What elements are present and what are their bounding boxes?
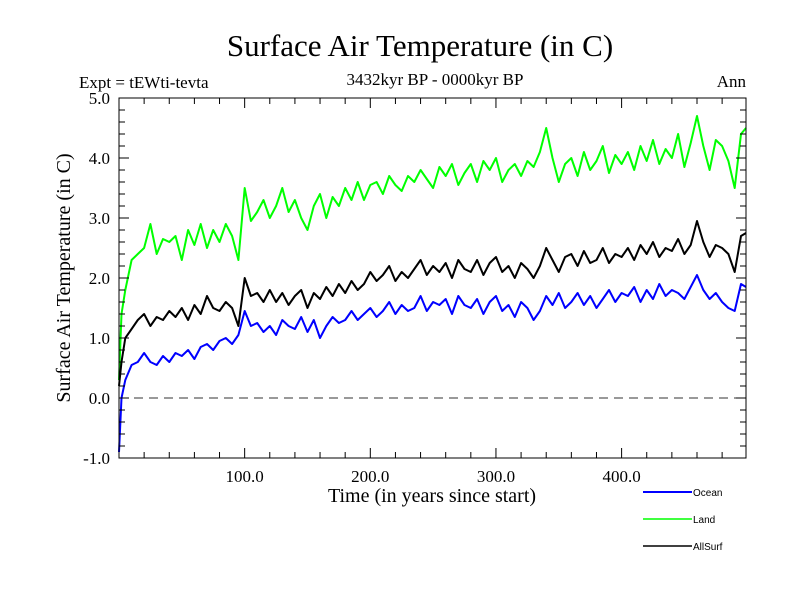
y-tick-label: 4.0 <box>89 149 110 168</box>
y-axis-label: Surface Air Temperature (in C) <box>53 153 75 402</box>
x-axis-label: Time (in years since start) <box>328 485 536 507</box>
y-tick-label: 3.0 <box>89 209 110 228</box>
legend: Ocean Land AllSurf <box>643 488 723 553</box>
series-line-land <box>118 115 747 381</box>
y-tick-label: 2.0 <box>89 269 110 288</box>
plot-frame <box>118 97 747 459</box>
chart-title: Surface Air Temperature (in C) <box>227 28 613 63</box>
experiment-annotation: Expt = tEWti-tevta <box>79 73 209 92</box>
legend-label-ocean: Ocean <box>693 488 722 499</box>
x-tick-label: 300.0 <box>477 467 515 486</box>
series-line-ocean <box>118 274 747 453</box>
y-tick-label: -1.0 <box>83 449 110 468</box>
y-tick-label: 0.0 <box>89 389 110 408</box>
x-tick-label: 400.0 <box>602 467 640 486</box>
legend-label-land: Land <box>693 515 715 526</box>
x-tick-label: 100.0 <box>226 467 264 486</box>
series-group <box>118 115 747 453</box>
x-tick-label: 200.0 <box>351 467 389 486</box>
y-tick-label: 1.0 <box>89 329 110 348</box>
axes-group: 100.0 200.0 300.0 400.0 -1.0 0.0 1.0 2.0 3.0 4.0 5… <box>83 89 747 486</box>
legend-label-allsurf: AllSurf <box>693 542 723 553</box>
y-tick-label: 5.0 <box>89 89 110 108</box>
series-line-allsurf <box>118 220 747 387</box>
chart-subtitle: 3432kyr BP - 0000kyr BP <box>347 70 524 89</box>
season-annotation: Ann <box>717 72 747 91</box>
